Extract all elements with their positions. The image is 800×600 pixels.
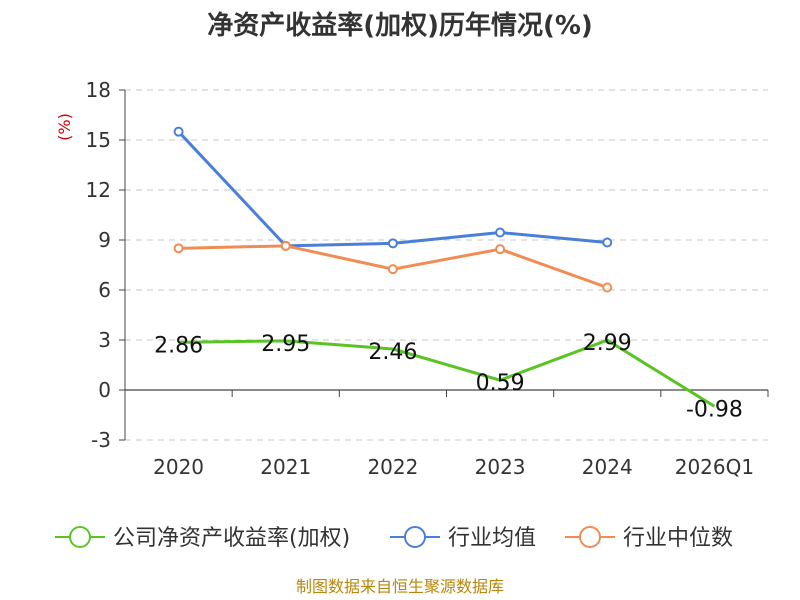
series-marker	[495, 244, 506, 255]
y-tick-label: -3	[91, 428, 111, 452]
y-axis-label: (%)	[55, 113, 74, 141]
series-line	[177, 130, 608, 248]
legend-label: 公司净资产收益率(加权)	[113, 526, 350, 551]
x-tick-label: 2026Q1	[675, 455, 754, 479]
y-tick-label: 3	[98, 328, 111, 352]
series-marker	[495, 227, 506, 238]
legend-label: 行业均值	[448, 526, 536, 551]
series-marker	[280, 240, 291, 251]
y-tick-label: 6	[98, 278, 111, 302]
y-tick-label: 18	[86, 78, 111, 102]
x-tick-label: 2023	[475, 455, 526, 479]
chart-title: 净资产收益率(加权)历年情况(%)	[207, 10, 593, 41]
x-tick-label: 2024	[582, 455, 633, 479]
x-tick-label: 2021	[260, 455, 311, 479]
axes: -3 0 3 6 9 12 15 18 2020 2021 2022 2023 2024 2026Q1	[86, 78, 769, 479]
series-marker	[602, 237, 613, 248]
data-label: 2.99	[583, 331, 632, 356]
y-tick-label: 12	[86, 178, 111, 202]
grid-lines	[125, 89, 768, 441]
legend-marker	[404, 526, 426, 548]
legend-item: 公司净资产收益率(加权)	[55, 526, 350, 551]
legend-item: 行业中位数	[565, 526, 733, 551]
data-label: 2.46	[368, 340, 417, 365]
series-marker	[387, 264, 398, 275]
data-label: 0.59	[476, 371, 525, 396]
series-marker	[387, 238, 398, 249]
data-label: 2.86	[154, 333, 203, 358]
data-label: 2.95	[261, 332, 310, 357]
legend-marker	[579, 526, 601, 548]
legend-marker	[69, 526, 91, 548]
source-note: 制图数据来自恒生聚源数据库	[296, 577, 504, 596]
y-tick-label: 15	[86, 128, 111, 152]
legend-item: 行业均值	[390, 526, 536, 551]
data-labels: 2.86 2.95 2.46 0.59 2.99 -0.98	[154, 331, 743, 422]
x-tick-label: 2022	[367, 455, 418, 479]
series-marker	[173, 243, 184, 254]
series-group	[173, 126, 716, 408]
data-label: -0.98	[686, 397, 743, 422]
series-line	[178, 338, 716, 408]
legend-label: 行业中位数	[623, 526, 733, 551]
y-tick-label: 0	[98, 378, 111, 402]
series-marker	[173, 126, 184, 137]
y-tick-label: 9	[98, 228, 111, 252]
legend: 公司净资产收益率(加权) 行业均值 行业中位数	[55, 526, 733, 551]
series-marker	[602, 282, 613, 293]
x-tick-label: 2020	[153, 455, 204, 479]
